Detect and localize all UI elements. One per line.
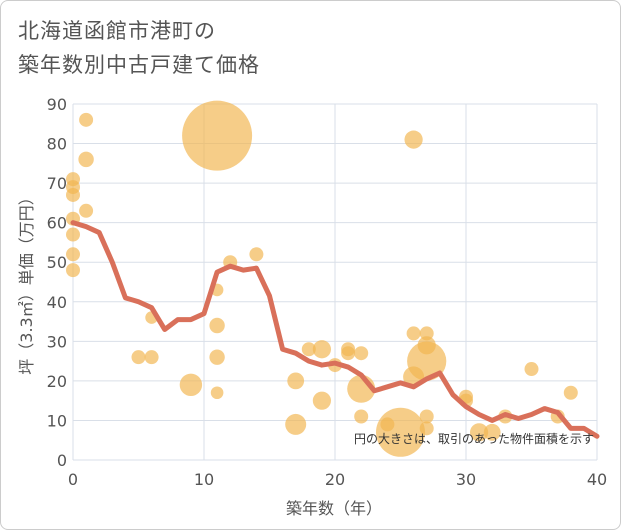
x-axis-label: 築年数（年） xyxy=(286,499,382,518)
data-bubble xyxy=(354,346,369,361)
data-bubble xyxy=(249,247,264,262)
data-bubble xyxy=(209,349,225,365)
data-bubble xyxy=(406,326,421,341)
x-tick-label: 30 xyxy=(456,470,476,489)
y-tick-label: 80 xyxy=(47,135,67,154)
data-bubble xyxy=(419,409,434,424)
data-bubble xyxy=(407,341,447,381)
data-bubble xyxy=(79,203,94,218)
x-tick-label: 20 xyxy=(325,470,345,489)
axis-ticks: 0 10 20 30 40 50 60 70 80 90 0 10 20 30 40 xyxy=(47,95,608,489)
y-tick-label: 20 xyxy=(47,372,67,391)
y-tick-label: 50 xyxy=(47,253,67,272)
data-bubble xyxy=(209,317,225,334)
data-bubble xyxy=(301,342,316,357)
grid-lines xyxy=(72,103,598,461)
y-tick-label: 40 xyxy=(47,293,67,312)
data-bubble xyxy=(376,407,425,457)
data-bubble xyxy=(66,187,80,202)
data-bubble xyxy=(419,421,434,436)
data-bubble xyxy=(287,372,305,390)
data-bubble xyxy=(144,350,159,365)
x-tick-label: 40 xyxy=(587,470,607,489)
y-tick-label: 70 xyxy=(47,174,67,193)
x-tick-label: 10 xyxy=(194,470,214,489)
data-bubble xyxy=(78,151,94,168)
y-tick-label: 30 xyxy=(47,332,67,351)
y-axis-label: 坪（3.3㎡）単価（万円） xyxy=(17,189,36,374)
average-line-series xyxy=(70,220,600,439)
average-line xyxy=(70,220,600,439)
data-bubble xyxy=(66,227,80,242)
data-bubble xyxy=(483,423,501,441)
data-bubble xyxy=(312,340,331,359)
data-bubble xyxy=(470,423,489,442)
size-annotation: 円の大きさは、取引のあった物件面積を示す xyxy=(354,431,594,446)
y-tick-label: 0 xyxy=(57,451,67,470)
y-tick-label: 10 xyxy=(47,411,67,430)
y-tick-label: 90 xyxy=(47,95,67,114)
data-bubble xyxy=(179,373,203,397)
x-tick-label: 0 xyxy=(68,470,78,489)
data-bubble xyxy=(66,263,80,278)
data-bubble xyxy=(312,391,331,410)
chart-title-line2: 築年数別中古戸建て価格 xyxy=(18,53,260,77)
data-bubble xyxy=(285,413,307,435)
chart-title: 北海道函館市港町の 築年数別中古戸建て価格 xyxy=(18,14,260,82)
data-bubble xyxy=(66,247,80,262)
data-bubble xyxy=(354,409,369,424)
data-bubble xyxy=(131,350,146,365)
data-bubble xyxy=(404,130,423,149)
data-bubble xyxy=(524,362,539,377)
data-bubble xyxy=(79,112,94,127)
data-bubble xyxy=(341,346,356,361)
y-tick-label: 60 xyxy=(47,214,67,233)
data-bubble xyxy=(563,385,578,400)
data-bubble xyxy=(210,386,224,400)
chart-title-line1: 北海道函館市港町の xyxy=(18,19,216,43)
bubble-series xyxy=(66,100,578,457)
data-bubble xyxy=(182,100,253,171)
